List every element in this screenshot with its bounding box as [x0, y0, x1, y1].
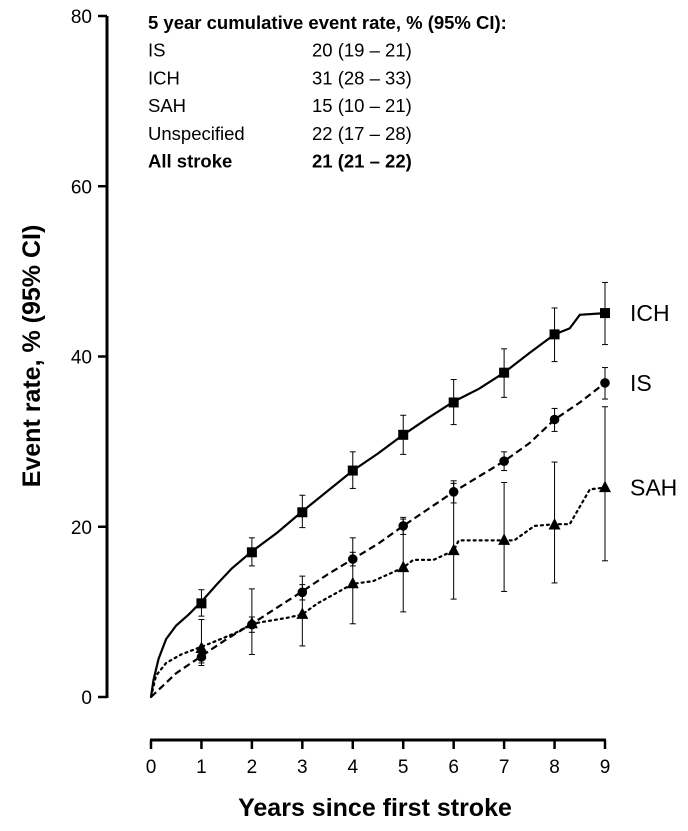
marker-sah: [195, 641, 208, 653]
marker-is: [600, 378, 610, 388]
x-tick-label: 3: [297, 757, 308, 778]
x-tick-label: 0: [146, 757, 157, 778]
x-tick-label: 7: [499, 757, 510, 778]
table-header: 5 year cumulative event rate, % (95% CI)…: [148, 12, 507, 33]
table-row-label: Unspecified: [148, 123, 245, 144]
series-label-is: IS: [630, 370, 652, 396]
y-tick-label: 60: [71, 177, 92, 198]
marker-ich: [196, 598, 207, 609]
marker-sah: [397, 560, 410, 573]
marker-sah: [296, 607, 309, 619]
table-row-value: 22 (17 – 28): [312, 123, 412, 144]
table-row-value: 21 (21 – 22): [312, 151, 412, 172]
table-row-label: SAH: [148, 95, 186, 116]
marker-ich: [297, 507, 308, 518]
series-label-sah: SAH: [630, 475, 677, 501]
marker-ich: [600, 308, 610, 319]
table-row-label: IS: [148, 40, 165, 61]
marker-ich: [549, 329, 560, 340]
x-tick-label: 8: [549, 757, 560, 778]
table-row-label: ICH: [148, 67, 180, 88]
x-tick-label: 5: [398, 757, 409, 778]
series-is: [150, 367, 610, 698]
table-row-value: 20 (19 – 21): [312, 40, 412, 61]
x-tick-label: 4: [347, 757, 358, 778]
x-tick-label: 9: [600, 757, 611, 778]
marker-sah: [346, 576, 359, 589]
marker-sah: [599, 480, 611, 493]
series-ich: [149, 281, 610, 698]
axes: 0 20 40 60 80 0 1 2 3 4 5 6 7 8 9: [71, 7, 610, 778]
marker-sah: [245, 616, 258, 629]
y-tick-label: 0: [81, 688, 92, 709]
series-labels: ICH IS SAH: [630, 300, 677, 501]
y-tick-label: 20: [71, 518, 92, 539]
x-tick-label: 6: [448, 757, 459, 778]
series-line-is: [150, 382, 606, 698]
marker-ich: [246, 547, 257, 558]
marker-is: [549, 414, 560, 425]
marker-sah: [447, 543, 460, 556]
series-layer: [149, 281, 611, 699]
y-tick-label: 40: [71, 348, 92, 369]
marker-ich: [448, 397, 459, 408]
x-tick-label: 2: [247, 757, 258, 778]
series-label-ich: ICH: [630, 300, 670, 326]
inset-table: 5 year cumulative event rate, % (95% CI)…: [148, 12, 507, 172]
x-tick-label: 1: [196, 757, 207, 778]
marker-is: [499, 456, 509, 467]
y-axis-title: Event rate, % (95% CI): [18, 225, 46, 488]
marker-ich: [499, 367, 510, 378]
series-sah: [149, 406, 611, 699]
x-axis-title: Years since first stroke: [238, 794, 512, 822]
marker-ich: [398, 429, 409, 440]
table-row-label: All stroke: [148, 151, 232, 172]
table-row-value: 15 (10 – 21): [312, 95, 412, 116]
table-row-value: 31 (28 – 33): [312, 67, 412, 88]
y-tick-label: 80: [71, 7, 92, 28]
marker-sah: [498, 533, 511, 545]
marker-sah: [548, 518, 561, 530]
marker-ich: [347, 465, 358, 476]
series-line-sah: [149, 486, 607, 699]
series-line-ich: [149, 312, 606, 698]
